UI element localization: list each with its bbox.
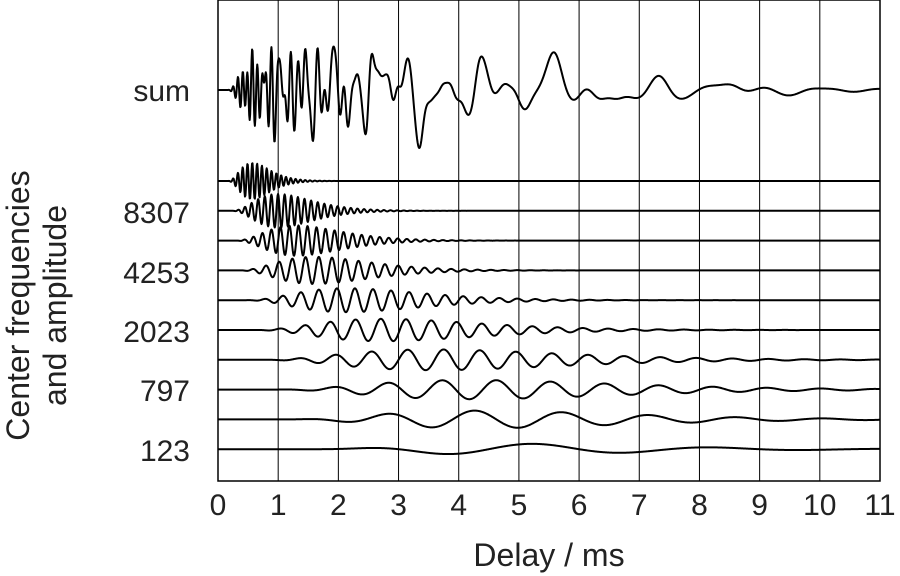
x-tick-label: 0 (210, 489, 227, 522)
y-axis-title-line-1: Center frequencies (0, 170, 36, 440)
x-tick-label: 4 (450, 489, 467, 522)
y-tick-label-frequency: 4253 (123, 257, 190, 290)
channel-trace-2 (217, 193, 881, 229)
x-axis-title: Delay / ms (473, 537, 624, 573)
y-tick-label-frequency: 2023 (123, 316, 190, 349)
x-tick-label: 6 (571, 489, 588, 522)
x-tick-label: 3 (390, 489, 407, 522)
y-axis-title-line-2: and amplitude (37, 205, 73, 406)
channel-trace-6 (217, 317, 881, 343)
channel-trace-9 (217, 409, 881, 429)
x-tick-label: 1 (270, 489, 287, 522)
sum-trace (217, 45, 881, 149)
plot-frame (217, 0, 881, 482)
y-tick-label-frequency: 123 (140, 435, 190, 468)
y-tick-label-sum: sum (133, 75, 190, 108)
x-tick-labels: 0 1 2 3 4 5 6 7 8 9 10 11 (210, 489, 896, 522)
y-tick-label-frequency: 797 (140, 375, 190, 408)
channel-trace-8 (217, 379, 881, 401)
channel-trace-1 (217, 162, 881, 200)
channel-trace-7 (217, 348, 881, 372)
channel-traces (217, 45, 881, 456)
y-tick-label-frequency: 8307 (123, 197, 190, 230)
y-tick-labels: sum 8307 4253 2023 797 123 (123, 75, 190, 468)
x-tick-label: 10 (803, 489, 836, 522)
channel-trace-3 (217, 224, 881, 257)
channel-trace-4 (217, 255, 881, 285)
x-tick-label: 7 (631, 489, 648, 522)
channel-trace-10 (217, 442, 881, 456)
channel-trace-5 (217, 287, 881, 314)
x-tick-label: 2 (330, 489, 347, 522)
x-tick-label: 11 (864, 489, 895, 522)
x-tick-label: 8 (691, 489, 708, 522)
x-tick-label: 5 (511, 489, 528, 522)
x-tick-label: 9 (751, 489, 768, 522)
y-axis-title: Center frequencies and amplitude (0, 170, 73, 440)
